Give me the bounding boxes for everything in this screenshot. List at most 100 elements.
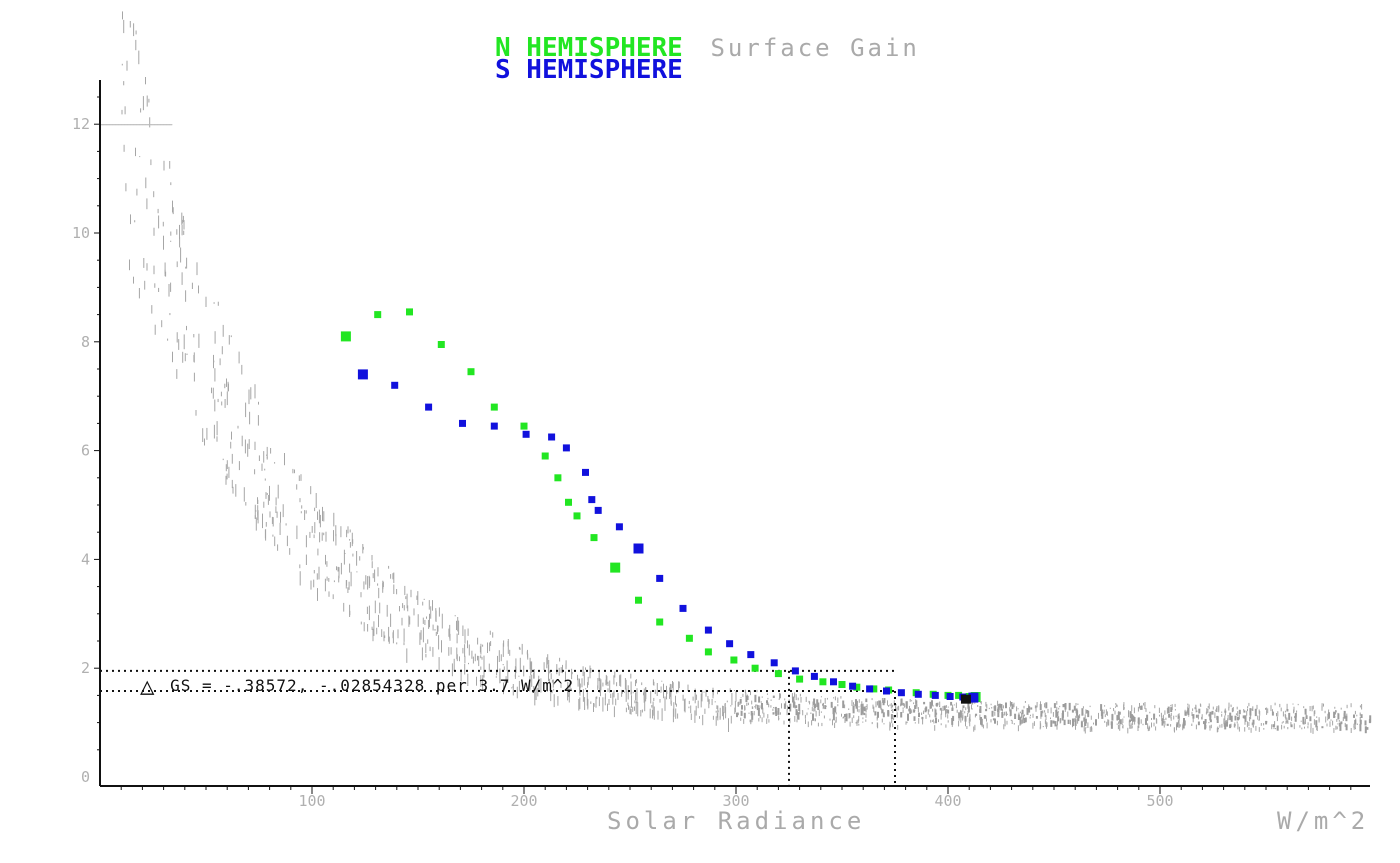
bg-trace-mark bbox=[196, 262, 198, 276]
bg-trace-mark bbox=[326, 561, 328, 567]
bg-trace-mark bbox=[231, 453, 233, 464]
bg-trace-mark bbox=[875, 701, 877, 708]
bg-trace-mark bbox=[929, 702, 932, 709]
bg-trace-mark bbox=[1080, 721, 1083, 728]
s-hemisphere-point bbox=[968, 692, 979, 703]
bg-trace-mark bbox=[653, 681, 655, 686]
bg-trace-mark bbox=[962, 708, 964, 713]
bg-trace-mark bbox=[1035, 716, 1038, 719]
bg-trace-mark bbox=[135, 124, 137, 126]
bg-trace-mark bbox=[932, 708, 934, 712]
bg-trace-mark bbox=[314, 522, 316, 534]
bg-trace-mark bbox=[909, 711, 912, 714]
bg-trace-mark bbox=[964, 711, 966, 714]
bg-trace-mark bbox=[766, 700, 768, 703]
bg-trace-mark bbox=[158, 287, 160, 292]
s-hemisphere-point bbox=[946, 693, 954, 700]
bg-trace-mark bbox=[800, 697, 802, 703]
bg-trace-mark bbox=[1085, 727, 1087, 729]
bg-trace-mark bbox=[917, 707, 919, 713]
bg-trace-mark bbox=[146, 198, 148, 210]
bg-trace-mark bbox=[1228, 702, 1230, 709]
bg-trace-mark bbox=[155, 124, 157, 126]
bg-trace-mark bbox=[360, 592, 362, 598]
bg-trace-mark bbox=[121, 124, 123, 126]
bg-trace-mark bbox=[614, 671, 616, 678]
bg-trace-mark bbox=[423, 598, 425, 600]
bg-trace-mark bbox=[855, 699, 857, 707]
bg-trace-mark bbox=[1305, 715, 1308, 719]
bg-trace-mark bbox=[514, 666, 516, 679]
bg-trace-mark bbox=[891, 709, 892, 711]
bg-trace-mark bbox=[1285, 720, 1287, 724]
bg-trace-mark bbox=[496, 669, 498, 676]
bg-trace-mark bbox=[216, 436, 218, 442]
bg-trace-mark bbox=[164, 262, 166, 277]
bg-trace-mark bbox=[143, 258, 145, 268]
bg-trace-mark bbox=[1119, 725, 1121, 731]
bg-trace-mark bbox=[805, 719, 806, 724]
bg-trace-mark bbox=[1052, 712, 1054, 717]
bg-trace-mark bbox=[381, 629, 383, 637]
bg-trace-mark bbox=[326, 576, 328, 581]
bg-trace-mark bbox=[1345, 715, 1348, 722]
bg-trace-mark bbox=[317, 548, 319, 556]
s-hemisphere-point bbox=[747, 651, 755, 659]
bg-trace-mark bbox=[1155, 726, 1157, 731]
bg-trace-mark bbox=[754, 706, 756, 708]
bg-trace-mark bbox=[499, 668, 501, 683]
bg-trace-mark bbox=[1137, 706, 1139, 712]
bg-trace-mark bbox=[1208, 714, 1211, 717]
s-hemisphere-point bbox=[849, 682, 857, 690]
bg-trace-mark bbox=[184, 353, 186, 362]
bg-trace-mark bbox=[553, 688, 555, 691]
bg-trace-mark bbox=[579, 683, 581, 688]
bg-trace-mark bbox=[478, 655, 480, 667]
bg-trace-mark bbox=[304, 510, 306, 520]
bg-trace-mark bbox=[318, 566, 320, 580]
bg-trace-mark bbox=[462, 647, 464, 654]
bg-trace-mark bbox=[969, 722, 971, 727]
bg-trace-mark bbox=[1115, 703, 1117, 705]
bg-trace-mark bbox=[740, 697, 742, 699]
bg-trace-mark bbox=[321, 532, 323, 541]
bg-trace-mark bbox=[1302, 716, 1305, 724]
bg-trace-mark bbox=[1039, 704, 1042, 711]
bg-trace-mark bbox=[734, 701, 736, 713]
bg-trace-mark bbox=[865, 698, 868, 703]
bg-trace-mark bbox=[743, 719, 745, 724]
bg-trace-mark bbox=[318, 509, 320, 524]
bg-trace-mark bbox=[910, 709, 911, 712]
y-tick-label: 0 bbox=[81, 768, 90, 786]
bg-trace-mark bbox=[372, 628, 374, 642]
bg-trace-mark bbox=[757, 708, 760, 716]
bg-trace-mark bbox=[635, 701, 637, 715]
bg-trace-mark bbox=[124, 124, 125, 126]
bg-trace-mark bbox=[448, 647, 450, 656]
bg-trace-mark bbox=[1335, 710, 1336, 715]
bg-trace-mark bbox=[432, 624, 434, 631]
bg-trace-mark bbox=[1134, 721, 1136, 725]
bg-trace-mark bbox=[939, 707, 942, 711]
bg-trace-mark bbox=[124, 106, 126, 115]
bg-trace-mark bbox=[602, 682, 604, 687]
bg-trace-mark bbox=[967, 701, 970, 709]
bg-trace-mark bbox=[1075, 703, 1077, 706]
bg-trace-mark bbox=[945, 724, 947, 728]
bg-trace-mark bbox=[222, 324, 224, 337]
bg-trace-mark bbox=[352, 553, 354, 557]
bg-trace-mark bbox=[1316, 726, 1318, 731]
bg-trace-mark bbox=[812, 713, 814, 721]
bg-trace-mark bbox=[143, 124, 145, 126]
bg-trace-mark bbox=[1139, 706, 1141, 710]
bg-trace-mark bbox=[1130, 714, 1133, 721]
bg-trace-mark bbox=[1299, 725, 1301, 728]
bg-trace-mark bbox=[1074, 719, 1077, 726]
bg-trace-mark bbox=[1133, 717, 1136, 722]
bg-trace-mark bbox=[399, 606, 400, 612]
bg-trace-mark bbox=[1324, 710, 1326, 714]
bg-trace-mark bbox=[661, 680, 663, 682]
bg-trace-mark bbox=[348, 581, 350, 590]
bg-trace-mark bbox=[773, 707, 774, 709]
bg-trace-mark bbox=[526, 651, 528, 655]
